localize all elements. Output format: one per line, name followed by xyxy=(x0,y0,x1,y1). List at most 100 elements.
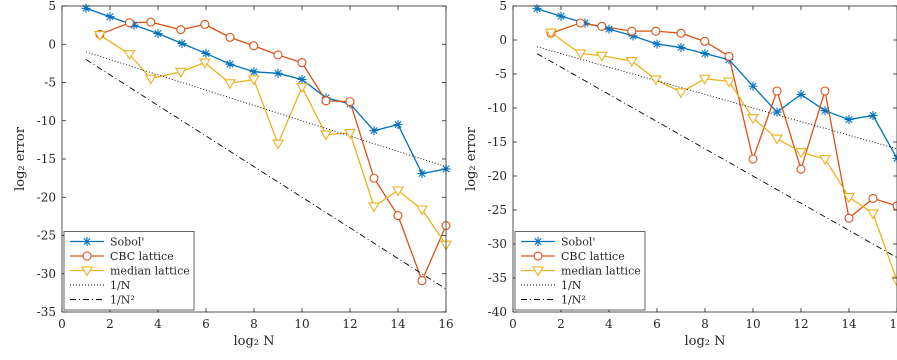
y-axis-label: log₂ error xyxy=(13,126,28,191)
data-point-2-10 xyxy=(795,148,807,159)
data-point-2-13 xyxy=(867,209,879,220)
x-tick-label: 14 xyxy=(390,317,406,331)
data-point-2-1 xyxy=(574,49,587,60)
data-point-2-4 xyxy=(198,58,211,69)
data-point-0-6 xyxy=(225,59,235,69)
legend-label-2: median lattice xyxy=(110,265,190,278)
data-point-1-3 xyxy=(627,26,637,36)
x-tick-label: 6 xyxy=(653,317,661,331)
data-point-2-7 xyxy=(723,77,735,88)
data-point-1-7 xyxy=(273,50,283,60)
y-tick-label: -20 xyxy=(37,190,56,204)
data-point-2-6 xyxy=(698,74,711,85)
y-tick-label: 0 xyxy=(48,37,56,51)
data-point-2-8 xyxy=(296,83,308,94)
data-point-2-11 xyxy=(368,202,380,213)
legend-marker-1 xyxy=(82,251,92,261)
data-point-2-8 xyxy=(747,114,759,125)
x-tick-label: 8 xyxy=(250,317,258,331)
data-point-1-7 xyxy=(724,51,734,61)
data-point-0-9 xyxy=(297,74,307,84)
data-point-0-3 xyxy=(153,29,163,39)
legend-label-1: CBC lattice xyxy=(110,250,174,263)
data-point-1-1 xyxy=(124,18,134,28)
legend-label-4: 1/N² xyxy=(110,294,135,307)
data-point-2-12 xyxy=(843,193,855,204)
x-axis-label: log₂ N xyxy=(684,334,725,349)
data-point-0-2 xyxy=(129,20,139,30)
data-point-0-5 xyxy=(652,39,662,49)
y-tick-label: -5 xyxy=(44,76,56,90)
data-point-1-13 xyxy=(417,276,427,286)
data-point-0-3 xyxy=(604,24,614,34)
data-point-2-6 xyxy=(247,75,260,86)
data-point-1-11 xyxy=(369,173,379,183)
data-point-0-14 xyxy=(417,169,427,179)
data-point-2-10 xyxy=(344,128,356,140)
data-point-2-12 xyxy=(392,186,404,197)
data-point-1-14 xyxy=(892,201,897,211)
x-tick-label: 4 xyxy=(154,317,162,331)
y-tick-label: 0 xyxy=(499,33,507,47)
data-point-0-7 xyxy=(700,49,710,59)
x-axis-label: log₂ N xyxy=(233,334,274,349)
data-point-2-2 xyxy=(595,51,608,62)
chart-panel-2: 0 2 4 6 8 10 12 14 16 5 0 -5 -10 -15 -20 -25 -30 -35 -40 lo… xyxy=(464,0,897,349)
y-tick-label: -30 xyxy=(37,267,56,281)
data-point-1-13 xyxy=(868,193,878,203)
data-point-2-13 xyxy=(416,205,428,216)
data-point-2-1 xyxy=(123,50,136,61)
x-tick-label: 12 xyxy=(793,317,808,331)
data-point-2-9 xyxy=(771,134,783,145)
data-point-1-5 xyxy=(676,28,686,38)
data-point-2-5 xyxy=(675,88,687,99)
data-point-0-2 xyxy=(580,18,590,28)
data-point-1-2 xyxy=(146,17,156,27)
data-point-0-10 xyxy=(772,107,782,117)
data-point-0-13 xyxy=(844,115,854,125)
data-point-0-8 xyxy=(273,68,283,78)
x-tick-label: 2 xyxy=(106,317,114,331)
x-tick-label: 2 xyxy=(557,317,565,331)
data-point-0-1 xyxy=(556,11,566,21)
data-point-0-14 xyxy=(868,110,878,120)
legend-label-0: Sobol' xyxy=(561,236,595,249)
data-point-1-4 xyxy=(651,26,661,36)
legend-label-3: 1/N xyxy=(561,279,582,292)
legend-marker-0 xyxy=(533,237,543,246)
data-point-2-3 xyxy=(174,67,187,78)
x-tick-label: 16 xyxy=(438,317,453,331)
y-tick-label: -25 xyxy=(37,229,56,243)
data-point-1-3 xyxy=(176,25,186,35)
y-tick-label: -35 xyxy=(488,271,507,285)
x-tick-label: 4 xyxy=(605,317,613,331)
data-point-0-12 xyxy=(369,126,379,136)
legend-marker-1 xyxy=(533,251,543,261)
series-line-0 xyxy=(85,7,446,175)
chart-panel-1: 0 2 4 6 8 10 12 14 16 5 0 -5 -10 -15 -20 -25 -30 -35 log₂ … xyxy=(13,0,454,349)
y-tick-label: -15 xyxy=(37,152,56,166)
data-point-1-6 xyxy=(249,41,259,51)
data-point-0-13 xyxy=(393,120,403,130)
data-point-2-3 xyxy=(625,57,638,68)
y-tick-label: -10 xyxy=(488,101,507,115)
data-point-0-0 xyxy=(81,3,91,13)
data-point-0-1 xyxy=(105,12,115,22)
x-tick-label: 0 xyxy=(58,317,66,331)
data-point-1-8 xyxy=(748,154,758,164)
data-point-0-9 xyxy=(748,81,758,91)
legend-label-0: Sobol' xyxy=(110,236,144,249)
data-point-0-7 xyxy=(249,67,259,77)
legend-marker-2 xyxy=(532,266,544,277)
y-tick-label: 5 xyxy=(499,0,507,13)
data-point-2-9 xyxy=(320,130,332,141)
y-tick-label: -35 xyxy=(37,305,56,319)
data-point-2-5 xyxy=(224,79,236,90)
data-point-1-9 xyxy=(772,86,782,96)
data-point-0-11 xyxy=(796,89,806,99)
y-tick-label: -10 xyxy=(37,114,56,128)
y-tick-label: -20 xyxy=(488,169,507,183)
